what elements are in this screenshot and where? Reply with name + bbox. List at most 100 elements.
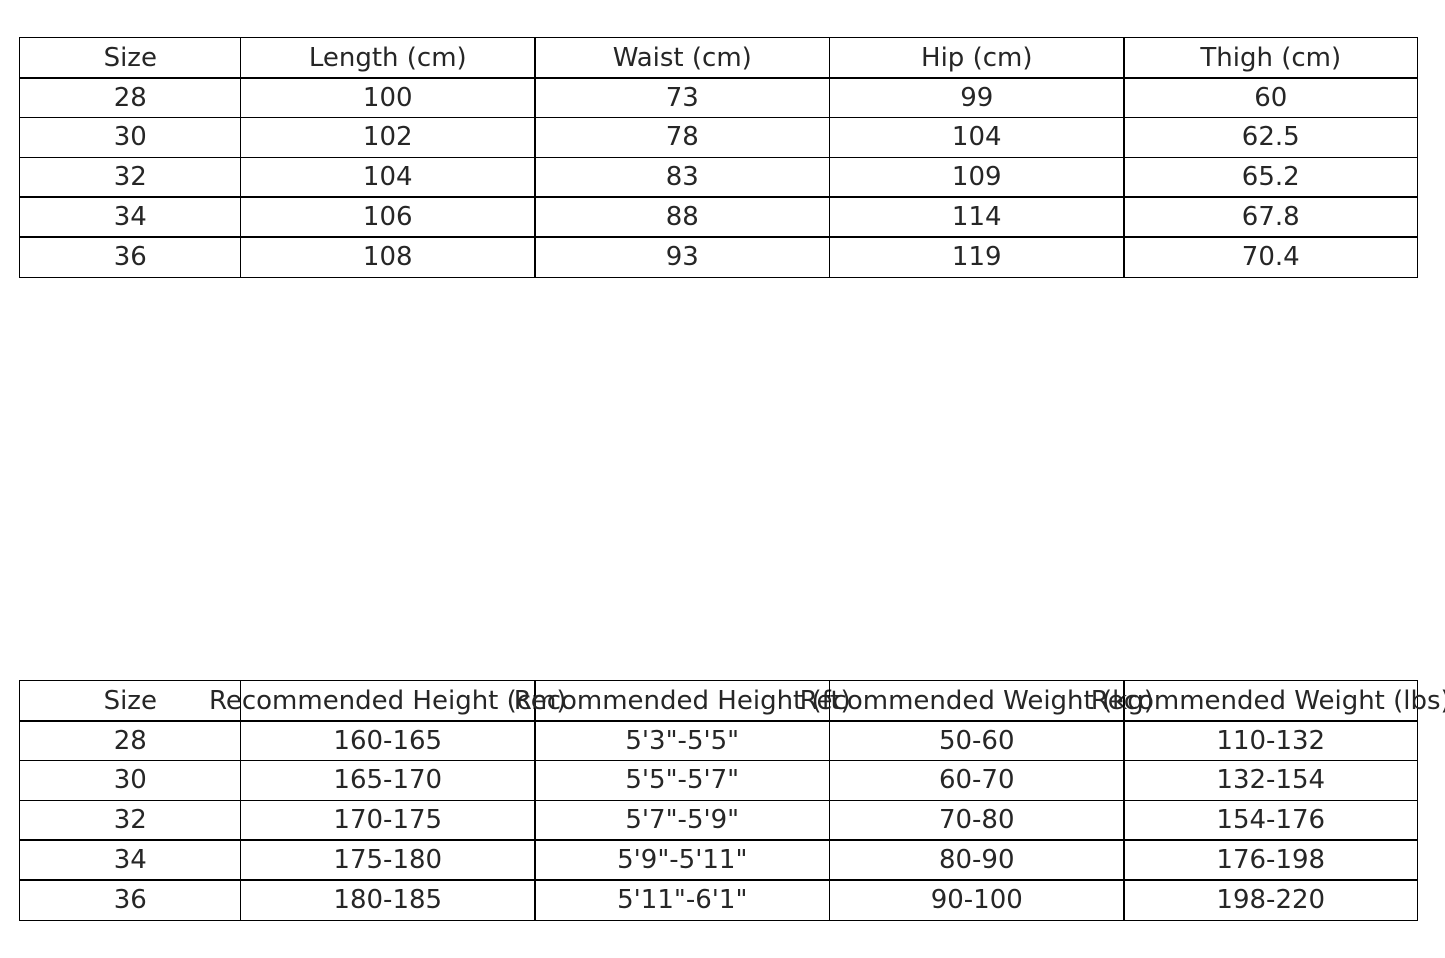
table-row: 28 100 73 99 60 [19,77,1425,119]
cell-text: 30 [113,122,147,153]
table-cell: 100 [239,77,536,119]
cell-text: 5'11"-6'1" [617,884,748,915]
cell-text: 106 [362,202,413,233]
cell-text: 180-185 [333,884,443,915]
table-cell: 60-70 [828,759,1125,802]
table-cell: 132-154 [1123,759,1419,802]
cell-text: 110-132 [1216,725,1326,756]
table-cell: 83 [534,156,831,198]
cell-text: 93 [665,241,699,272]
table-cell: 90-100 [828,879,1125,921]
cell-text: Recommended Weight (lbs) [1090,685,1445,716]
cell-text: Recommended Weight (kg) [799,685,1154,716]
cell-text: 160-165 [333,725,443,756]
cell-text: Waist (cm) [612,42,752,73]
table-cell: 154-176 [1123,799,1419,841]
table-cell: 70-80 [828,799,1125,841]
table-cell: 36 [19,236,242,278]
cell-text: 170-175 [333,805,443,836]
table-cell: 102 [239,116,536,159]
cell-text: Size [103,685,157,716]
table-cell: 165-170 [239,759,536,802]
recommendations-table: Size Recommended Height (cm) Recommended H… [19,680,1445,921]
cell-text: 114 [951,202,1002,233]
cell-text: 34 [113,845,147,876]
table-row: 30 102 78 104 62.5 [19,116,1425,159]
measurements-table: Size Length (cm) Waist (cm) Hip (cm) Thigh (… [19,37,1425,278]
table-cell: 32 [19,156,242,198]
table-cell: 28 [19,77,242,119]
table-cell: 114 [828,196,1125,238]
cell-text: 104 [951,122,1002,153]
cell-text: 132-154 [1216,765,1326,796]
table-cell: 88 [534,196,831,238]
cell-text: 88 [665,202,699,233]
cell-text: 73 [665,82,699,113]
cell-text: 67.8 [1241,202,1300,233]
table-cell: 180-185 [239,879,536,921]
header-cell: Size [19,37,242,79]
cell-text: 5'7"-5'9" [625,805,740,836]
cell-text: 154-176 [1216,805,1326,836]
table-cell: 78 [534,116,831,159]
table-cell: 104 [239,156,536,198]
cell-text: 5'9"-5'11" [617,845,748,876]
cell-text: 60 [1254,82,1288,113]
header-cell: Recommended Height (cm) [209,680,567,722]
table-cell: 34 [19,196,242,238]
cell-text: 5'3"-5'5" [625,725,740,756]
table-cell: 65.2 [1123,156,1419,198]
header-cell: Recommended Weight (kg) [800,680,1154,722]
cell-text: 198-220 [1216,884,1326,915]
cell-text: 62.5 [1241,122,1300,153]
header-cell: Recommended Weight (lbs) [1091,680,1445,722]
table-cell: 50-60 [828,720,1125,762]
table-cell: 170-175 [239,799,536,841]
cell-text: 5'5"-5'7" [625,765,740,796]
table-cell: 175-180 [239,839,536,881]
cell-text: 34 [113,202,147,233]
table-cell: 176-198 [1123,839,1419,881]
table-cell: 60 [1123,77,1419,119]
table-row: 30 165-170 5'5"-5'7" 60-70 132-154 [19,759,1425,802]
header-cell: Hip (cm) [828,37,1125,79]
table-cell: 28 [19,720,242,762]
table-row: 36 108 93 119 70.4 [19,236,1425,278]
cell-text: 32 [113,162,147,193]
table-cell: 5'3"-5'5" [534,720,831,762]
table-cell: 30 [19,116,242,159]
cell-text: 80-90 [938,845,1015,876]
table-cell: 108 [239,236,536,278]
header-cell: Size [19,680,242,722]
cell-text: Recommended Height (ft) [513,685,851,716]
table-cell: 104 [828,116,1125,159]
cell-text: Recommended Height (cm) [208,685,567,716]
cell-text: 32 [113,805,147,836]
cell-text: 90-100 [930,884,1023,915]
table-cell: 67.8 [1123,196,1419,238]
cell-text: Size [103,42,157,73]
table-row: 28 160-165 5'3"-5'5" 50-60 110-132 [19,720,1425,762]
cell-text: 60-70 [938,765,1015,796]
header-row: Size Length (cm) Waist (cm) Hip (cm) Thigh (… [19,37,1425,79]
cell-text: 70-80 [938,805,1015,836]
cell-text: 36 [113,884,147,915]
table-cell: 198-220 [1123,879,1419,921]
cell-text: 100 [362,82,413,113]
table-cell: 34 [19,839,242,881]
table-cell: 5'9"-5'11" [534,839,831,881]
table-row: 34 175-180 5'9"-5'11" 80-90 176-198 [19,839,1425,881]
table-cell: 80-90 [828,839,1125,881]
cell-text: 165-170 [333,765,443,796]
cell-text: 99 [960,82,994,113]
table-row: 36 180-185 5'11"-6'1" 90-100 198-220 [19,879,1425,921]
cell-text: Hip (cm) [921,42,1033,73]
cell-text: 108 [362,241,413,272]
cell-text: 28 [113,725,147,756]
table-cell: 110-132 [1123,720,1419,762]
cell-text: 83 [665,162,699,193]
table-cell: 70.4 [1123,236,1419,278]
table-row: 34 106 88 114 67.8 [19,196,1425,238]
cell-text: 28 [113,82,147,113]
cell-text: 78 [665,122,699,153]
